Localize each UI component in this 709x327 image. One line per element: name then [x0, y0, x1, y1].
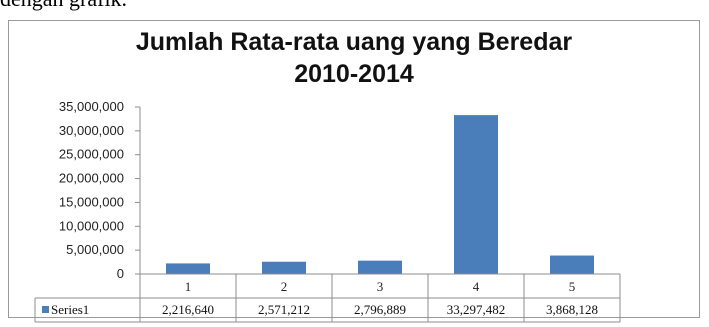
y-tick-label: 10,000,000: [59, 218, 124, 233]
bar-1: [166, 263, 210, 274]
chart-title-line-2: 2010-2014: [294, 60, 414, 88]
bar-2: [262, 261, 306, 274]
data-label-4: 33,297,482: [447, 302, 506, 317]
category-label-5: 5: [569, 279, 576, 294]
legend-key: [42, 306, 49, 313]
header-text: dengan grafik.: [0, 0, 127, 12]
category-label-4: 4: [473, 279, 480, 294]
chart-title-line-1: Jumlah Rata-rata uang yang Beredar: [135, 28, 573, 56]
bar-4: [454, 115, 498, 274]
chart-title: Jumlah Rata-rata uang yang Beredar 2010-…: [8, 26, 700, 90]
data-table: 1 2 3 4 5 Series1 2,216,640 2,571,212 2,796,889 3…: [34, 273, 621, 323]
category-label-1: 1: [185, 279, 192, 294]
legend-series-name: Series1: [51, 302, 89, 317]
y-tick-label: 25,000,000: [59, 147, 124, 162]
y-tick-label: 35,000,000: [59, 99, 124, 114]
data-label-2: 2,571,212: [258, 302, 310, 317]
y-axis: 0 5,000,000 10,000,000 15,000,000 20,000,000…: [59, 99, 141, 281]
data-label-3: 2,796,889: [354, 302, 406, 317]
bars: [166, 115, 594, 274]
category-label-2: 2: [281, 279, 288, 294]
y-tick-label: 15,000,000: [59, 194, 124, 209]
y-tick-label: 0: [117, 266, 124, 281]
y-tick-label: 30,000,000: [59, 123, 124, 138]
y-tick-label: 20,000,000: [59, 171, 124, 186]
bar-3: [358, 260, 402, 274]
data-label-5: 3,868,128: [546, 302, 598, 317]
data-label-1: 2,216,640: [162, 302, 214, 317]
category-label-3: 3: [377, 279, 384, 294]
bar-5: [550, 255, 594, 274]
y-tick-label: 5,000,000: [66, 242, 124, 257]
